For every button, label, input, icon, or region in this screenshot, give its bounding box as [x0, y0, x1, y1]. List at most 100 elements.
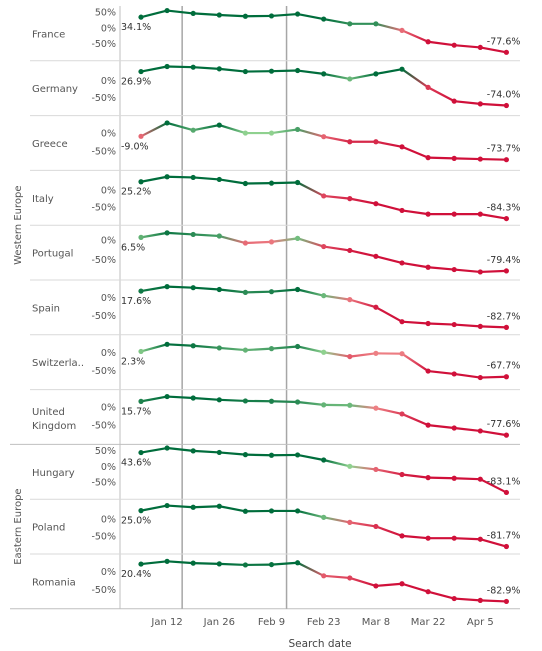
series-segment	[218, 234, 247, 245]
data-point	[164, 502, 170, 509]
last-value-label: -83.1%	[487, 476, 521, 487]
data-point	[242, 13, 248, 19]
series-segment	[400, 145, 430, 159]
series-segment	[374, 255, 404, 265]
series-segment	[139, 65, 169, 73]
series-segment	[400, 261, 430, 269]
series-segment	[374, 525, 404, 537]
data-point	[477, 476, 483, 482]
data-point	[399, 144, 405, 150]
series-segment	[296, 181, 325, 198]
series-segment	[322, 351, 351, 358]
data-point	[451, 155, 457, 161]
data-point	[451, 475, 457, 481]
series-segment	[453, 426, 482, 433]
series-segment	[348, 352, 377, 358]
data-point	[321, 573, 327, 579]
data-point	[190, 231, 196, 238]
data-point	[138, 449, 144, 456]
y-tick-label: -50%	[91, 93, 116, 104]
data-point	[138, 14, 144, 20]
data-point	[268, 130, 275, 136]
data-point	[477, 156, 483, 162]
series-segment	[192, 286, 221, 291]
series-segment	[218, 346, 247, 352]
data-point	[347, 575, 353, 581]
data-point	[477, 323, 483, 329]
series-segment	[244, 347, 273, 352]
series-segment	[427, 86, 456, 103]
data-point	[399, 471, 405, 478]
data-point	[373, 583, 379, 589]
y-tick-label: -50%	[91, 147, 116, 158]
y-tick-label: -50%	[91, 203, 116, 214]
series-segment	[348, 576, 377, 588]
data-point	[138, 68, 144, 75]
data-point	[268, 13, 275, 19]
data-point	[399, 581, 405, 587]
data-point	[347, 247, 353, 254]
data-point	[373, 201, 379, 207]
data-point	[190, 395, 196, 401]
y-tick-label: -50%	[91, 255, 116, 266]
data-point	[477, 101, 483, 107]
data-point	[138, 288, 144, 294]
data-point	[164, 174, 170, 180]
data-point	[347, 297, 353, 303]
series-segment	[400, 582, 430, 593]
data-point	[477, 536, 483, 542]
series-segment	[218, 178, 247, 185]
data-point	[164, 445, 170, 451]
series-segment	[400, 473, 430, 479]
series-segment	[322, 194, 351, 200]
series-segment	[322, 72, 351, 81]
data-point	[321, 193, 327, 199]
data-point	[347, 402, 353, 408]
data-point	[425, 264, 431, 270]
series-segment	[166, 231, 195, 236]
series-segment	[218, 398, 247, 403]
last-value-label: -77.6%	[487, 36, 521, 47]
country-label-line: United	[32, 407, 65, 418]
series-segment	[218, 562, 247, 567]
country-label: Hungary	[32, 468, 75, 479]
row-portugal: Portugal 0% -50% 6.5% -79.4%	[30, 224, 520, 275]
first-value-label: 26.9%	[121, 77, 151, 88]
country-label: Romania	[32, 577, 76, 588]
data-point	[451, 535, 457, 541]
data-point	[190, 174, 196, 181]
data-point	[347, 139, 353, 145]
data-point	[295, 343, 301, 350]
series-segment	[166, 121, 195, 132]
series-segment	[296, 237, 325, 248]
data-point	[268, 68, 275, 74]
series-segment	[400, 320, 430, 325]
data-point	[399, 319, 405, 325]
data-point	[477, 211, 483, 217]
data-point	[347, 21, 353, 27]
series-segment	[270, 69, 299, 73]
data-point	[425, 39, 431, 45]
country-label: Italy	[32, 194, 54, 205]
data-point	[138, 348, 144, 355]
data-point	[216, 233, 222, 239]
series-segment	[139, 560, 169, 566]
series-segment	[192, 124, 221, 132]
data-point	[399, 207, 405, 214]
first-value-label: 25.2%	[121, 187, 151, 198]
country-label: France	[32, 29, 65, 40]
data-point	[503, 324, 509, 330]
series-segment	[139, 9, 169, 19]
data-point	[190, 343, 196, 349]
data-point	[451, 425, 457, 431]
data-point	[216, 122, 222, 128]
data-point	[321, 457, 327, 463]
data-point	[399, 533, 405, 539]
series-segment	[374, 22, 404, 32]
data-point	[425, 84, 431, 90]
data-point	[268, 180, 275, 186]
series-segment	[400, 209, 430, 216]
series-segment	[270, 400, 299, 404]
series-segment	[348, 197, 377, 205]
series-segment	[427, 424, 456, 430]
